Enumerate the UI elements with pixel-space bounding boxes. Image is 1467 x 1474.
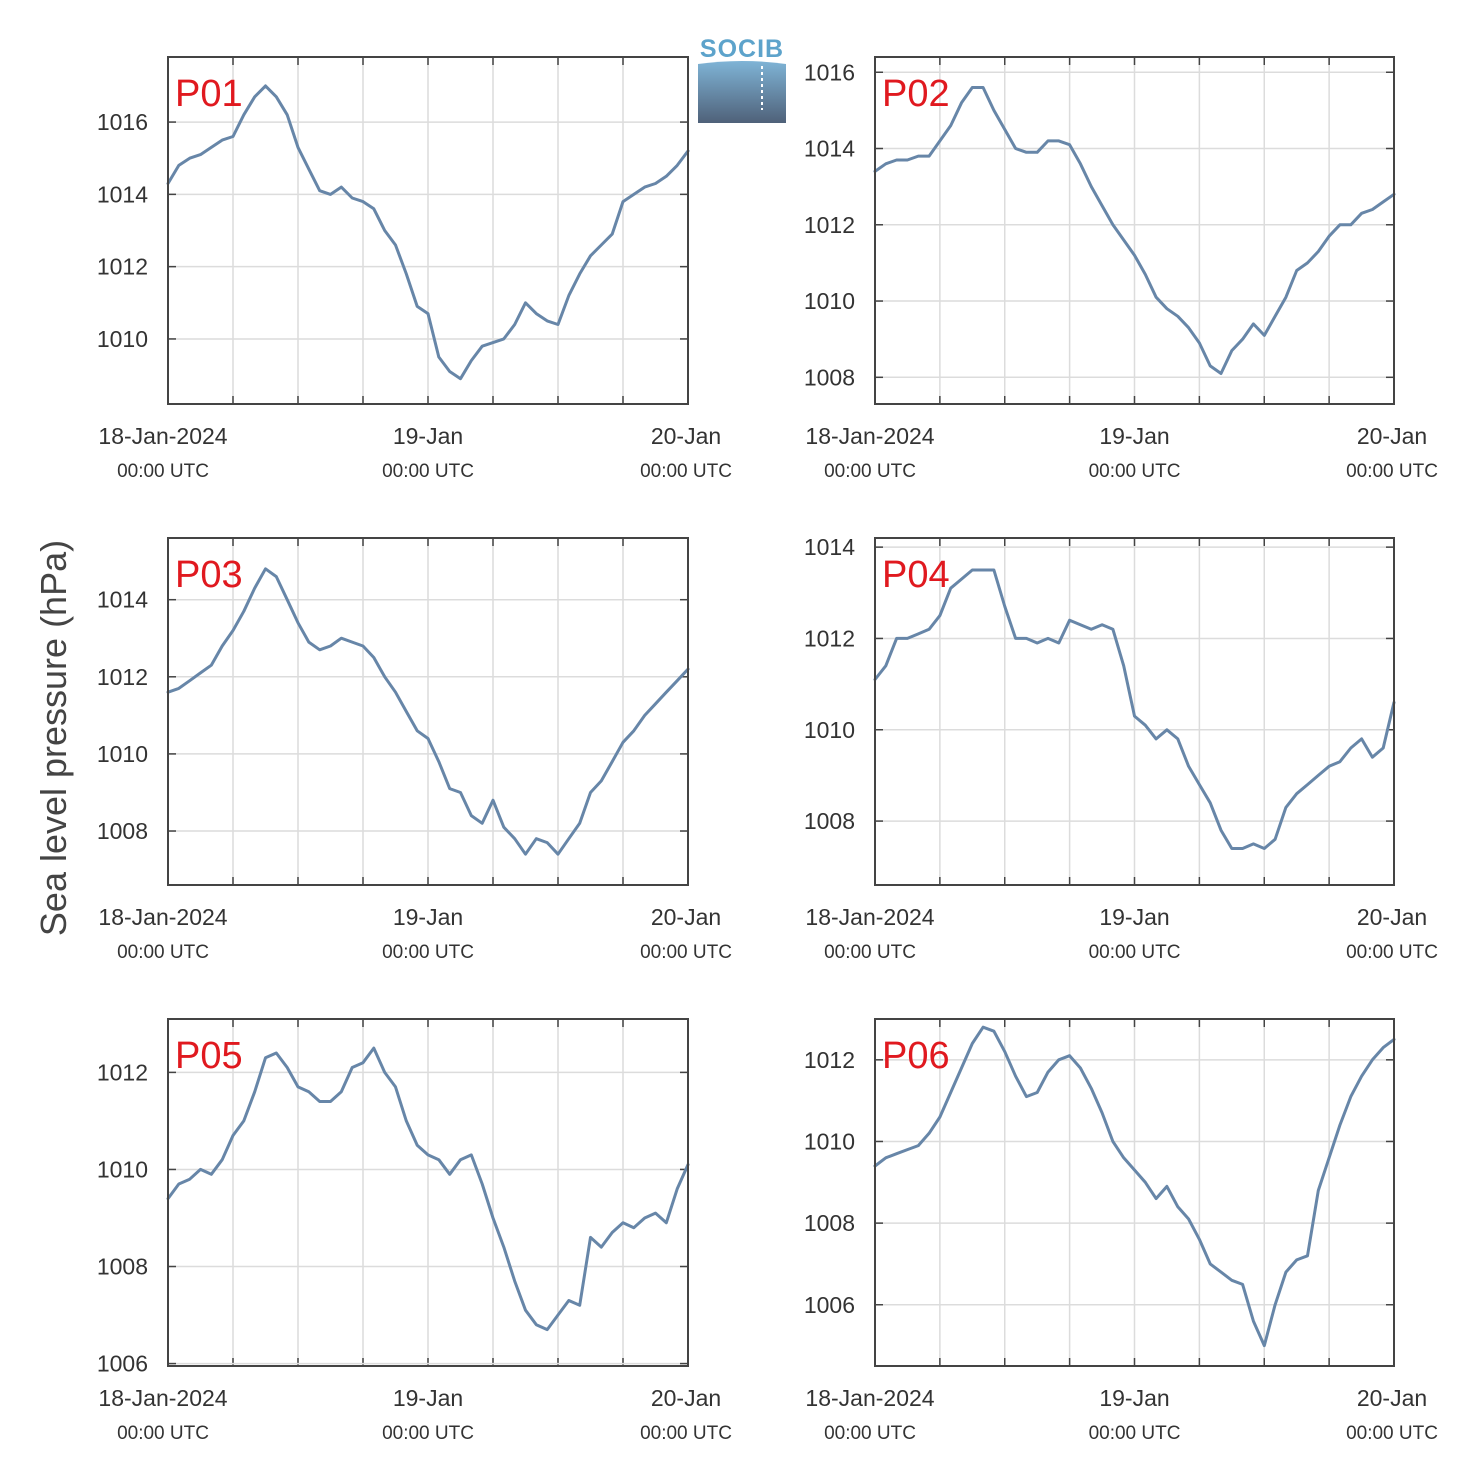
- x-tick-label: 18-Jan-2024: [805, 1385, 934, 1411]
- series-line-p06: [873, 1025, 1396, 1348]
- x-tick-time-label: 00:00 UTC: [824, 1423, 916, 1444]
- x-tick-time-label: 00:00 UTC: [824, 461, 916, 482]
- y-tick-label: 1016: [97, 109, 148, 135]
- panel-p01: 1010 1012 1014 1016 P01 18-Jan-2024 00:00 UTC 1…: [97, 56, 732, 482]
- y-tick-label: 1010: [97, 741, 148, 767]
- plot-frame: [167, 1018, 689, 1367]
- x-tick-time-label: 00:00 UTC: [117, 942, 209, 963]
- series-line-p05: [166, 1046, 690, 1332]
- panel-label: P02: [882, 73, 950, 115]
- x-tick-label: 20-Jan: [651, 1385, 721, 1411]
- x-tick-time-label: 00:00 UTC: [1346, 461, 1438, 482]
- x-tick-label: 18-Jan-2024: [98, 423, 227, 449]
- x-tick-label: 20-Jan: [651, 904, 721, 930]
- x-tick-label: 20-Jan: [1357, 423, 1427, 449]
- panel-label: P03: [175, 554, 243, 596]
- x-tick-label: 19-Jan: [1099, 904, 1169, 930]
- y-tick-label: 1014: [97, 181, 148, 207]
- plot-frame: [167, 56, 689, 405]
- x-tick-time-label: 00:00 UTC: [1089, 1423, 1181, 1444]
- y-tick-label: 1010: [804, 1128, 855, 1154]
- y-axis-label: Sea level pressure (hPa): [33, 540, 74, 936]
- y-tick-label: 1012: [804, 212, 855, 238]
- y-tick-label: 1008: [804, 1210, 855, 1236]
- y-tick-label: 1008: [97, 1254, 148, 1280]
- panel-label: P04: [882, 554, 950, 596]
- x-tick-label: 20-Jan: [1357, 904, 1427, 930]
- plot-frame: [874, 56, 1395, 405]
- x-tick-label: 19-Jan: [1099, 423, 1169, 449]
- y-tick-label: 1014: [804, 136, 855, 162]
- plot-frame: [874, 537, 1395, 886]
- x-tick-time-label: 00:00 UTC: [382, 942, 474, 963]
- y-tick-label: 1008: [97, 818, 148, 844]
- panel-p04: 1008 1010 1012 1014 P04 18-Jan-2024 00:00 UTC 1…: [804, 534, 1438, 963]
- y-tick-label: 1012: [804, 1047, 855, 1073]
- x-tick-time-label: 00:00 UTC: [824, 942, 916, 963]
- plot-frame: [874, 1018, 1395, 1367]
- x-tick-time-label: 00:00 UTC: [382, 1423, 474, 1444]
- x-tick-label: 19-Jan: [393, 423, 463, 449]
- y-tick-label: 1012: [97, 664, 148, 690]
- x-tick-label: 19-Jan: [1099, 1385, 1169, 1411]
- x-tick-time-label: 00:00 UTC: [117, 461, 209, 482]
- y-tick-label: 1014: [804, 534, 855, 560]
- logo-text: SOCIB: [700, 35, 784, 63]
- x-tick-time-label: 00:00 UTC: [1346, 942, 1438, 963]
- plot-frame: [167, 537, 689, 886]
- x-tick-label: 19-Jan: [393, 904, 463, 930]
- y-tick-label: 1006: [804, 1292, 855, 1318]
- x-tick-label: 18-Jan-2024: [98, 904, 227, 930]
- y-tick-label: 1010: [804, 288, 855, 314]
- panel-label: P05: [175, 1035, 243, 1077]
- y-tick-label: 1008: [804, 364, 855, 390]
- socib-logo: SOCIB: [698, 35, 786, 123]
- y-tick-label: 1012: [804, 625, 855, 651]
- y-tick-label: 1010: [804, 717, 855, 743]
- x-tick-label: 19-Jan: [393, 1385, 463, 1411]
- x-tick-time-label: 00:00 UTC: [382, 461, 474, 482]
- x-tick-time-label: 00:00 UTC: [640, 1423, 732, 1444]
- y-tick-label: 1008: [804, 808, 855, 834]
- x-tick-label: 20-Jan: [651, 423, 721, 449]
- x-tick-time-label: 00:00 UTC: [117, 1423, 209, 1444]
- series-line-p02: [873, 86, 1396, 375]
- y-tick-label: 1010: [97, 326, 148, 352]
- x-tick-time-label: 00:00 UTC: [1346, 1423, 1438, 1444]
- panel-label: P01: [175, 73, 243, 115]
- series-line-p01: [166, 84, 690, 381]
- y-tick-label: 1014: [97, 587, 148, 613]
- y-tick-label: 1006: [97, 1351, 148, 1377]
- panel-p06: 1006 1008 1010 1012 P06 18-Jan-2024 00:00 UTC 1…: [804, 1018, 1438, 1444]
- y-tick-label: 1016: [804, 59, 855, 85]
- panel-p02: 1008 1010 1012 1014 1016 P02 18-Jan-2024 00:00 …: [804, 56, 1438, 482]
- x-tick-time-label: 00:00 UTC: [1089, 461, 1181, 482]
- x-tick-label: 18-Jan-2024: [805, 904, 934, 930]
- series-line-p03: [166, 567, 690, 856]
- y-tick-label: 1012: [97, 254, 148, 280]
- series-line-p04: [873, 568, 1396, 850]
- y-tick-label: 1010: [97, 1156, 148, 1182]
- x-tick-label: 18-Jan-2024: [805, 423, 934, 449]
- logo-wave-shape: [698, 61, 786, 123]
- y-tick-label: 1012: [97, 1059, 148, 1085]
- panel-p03: 1008 1010 1012 1014 P03 18-Jan-2024 00:00 UTC 1…: [97, 537, 732, 963]
- x-tick-time-label: 00:00 UTC: [640, 942, 732, 963]
- panel-label: P06: [882, 1035, 950, 1077]
- x-tick-label: 20-Jan: [1357, 1385, 1427, 1411]
- x-tick-time-label: 00:00 UTC: [640, 461, 732, 482]
- x-tick-label: 18-Jan-2024: [98, 1385, 227, 1411]
- x-tick-time-label: 00:00 UTC: [1089, 942, 1181, 963]
- panel-p05: 1006 1008 1010 1012 P05 18-Jan-2024 00:00 UTC 1…: [97, 1018, 732, 1444]
